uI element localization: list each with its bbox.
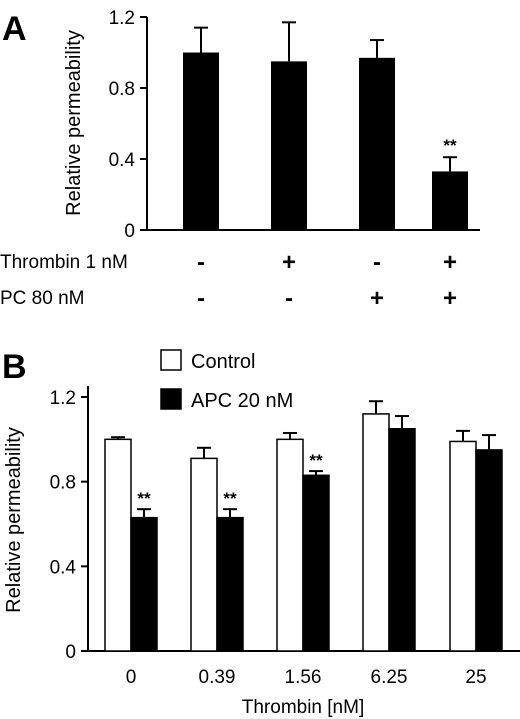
panel-a-condition-sign: -: [197, 285, 205, 312]
panel-b-bar-apc: [302, 474, 330, 652]
panel-a-y-tick-label: 0: [124, 221, 135, 242]
panel-a-bar: [271, 61, 307, 230]
panel-b-y-label: Relative permeability: [3, 427, 25, 613]
panel-b-x-label: Thrombin [nM]: [242, 697, 364, 718]
panel-a-bar: [432, 171, 468, 230]
panel-b-x-tick-label: 0.39: [199, 667, 236, 688]
panel-b-y-tick-label: 1.2: [50, 388, 76, 409]
panel-b-bar-control: [449, 440, 477, 652]
panel-b-bar-control: [276, 438, 304, 652]
legend-label-apc: APC 20 nM: [191, 390, 293, 412]
panel-a-condition-sign: +: [443, 249, 457, 276]
panel-b-y-tick-label: 0.8: [50, 473, 76, 494]
panel-b-x-tick-label: 25: [465, 667, 486, 688]
panel-b-bar-control: [362, 413, 390, 652]
panel-a-condition-sign: -: [285, 285, 293, 312]
panel-a-condition-sign: -: [373, 249, 381, 276]
panel-a-letter: A: [2, 10, 27, 48]
panel-b-x-tick-label: 0: [126, 667, 137, 688]
panel-a-y-label: Relative permeability: [63, 30, 85, 216]
panel-b-x-tick-label: 6.25: [371, 667, 408, 688]
legend-label-control: Control: [191, 351, 255, 373]
legend: Control APC 20 nM: [160, 349, 293, 412]
panel-a-condition-sign: +: [443, 285, 457, 312]
panel-b-significance: **: [137, 489, 151, 508]
panel-a-bar: [183, 52, 219, 230]
panel-b-x-tick-label: 1.56: [285, 667, 322, 688]
panel-b-bar-apc: [216, 516, 244, 652]
panel-a-significance: **: [443, 136, 457, 155]
legend-swatch-apc: [160, 388, 182, 410]
panel-a-bar: [359, 57, 395, 231]
panel-a-condition-label: PC 80 nM: [0, 288, 84, 309]
panel-b-letter: B: [2, 348, 27, 386]
legend-swatch-control: [160, 349, 182, 371]
panel-a-condition-label: Thrombin 1 nM: [0, 252, 128, 273]
panel-b-significance: **: [223, 489, 237, 508]
panel-b: B Relative permeability Thrombin [nM] Co…: [2, 348, 520, 718]
panel-b-y-tick-label: 0: [65, 642, 76, 663]
panel-b-y-tick-label: 0.4: [50, 557, 77, 578]
panel-a-condition-sign: -: [197, 249, 205, 276]
panel-a-y-tick-label: 0.8: [109, 79, 135, 100]
panel-b-significance: **: [309, 451, 323, 470]
panel-b-bar-apc: [130, 516, 158, 652]
panel-b-bar-apc: [475, 449, 503, 652]
panel-b-bar-control: [104, 438, 132, 652]
panel-a-condition-sign: +: [370, 285, 384, 312]
panel-a-y-tick-label: 0.4: [109, 150, 136, 171]
panel-a: A Relative permeability 0 0.4 0.8 1.2 ** Th…: [0, 8, 480, 312]
panel-b-bar-control: [190, 457, 218, 652]
panel-b-bar-apc: [388, 428, 416, 652]
panel-a-condition-sign: +: [282, 249, 296, 276]
panel-a-y-tick-label: 1.2: [109, 8, 135, 29]
